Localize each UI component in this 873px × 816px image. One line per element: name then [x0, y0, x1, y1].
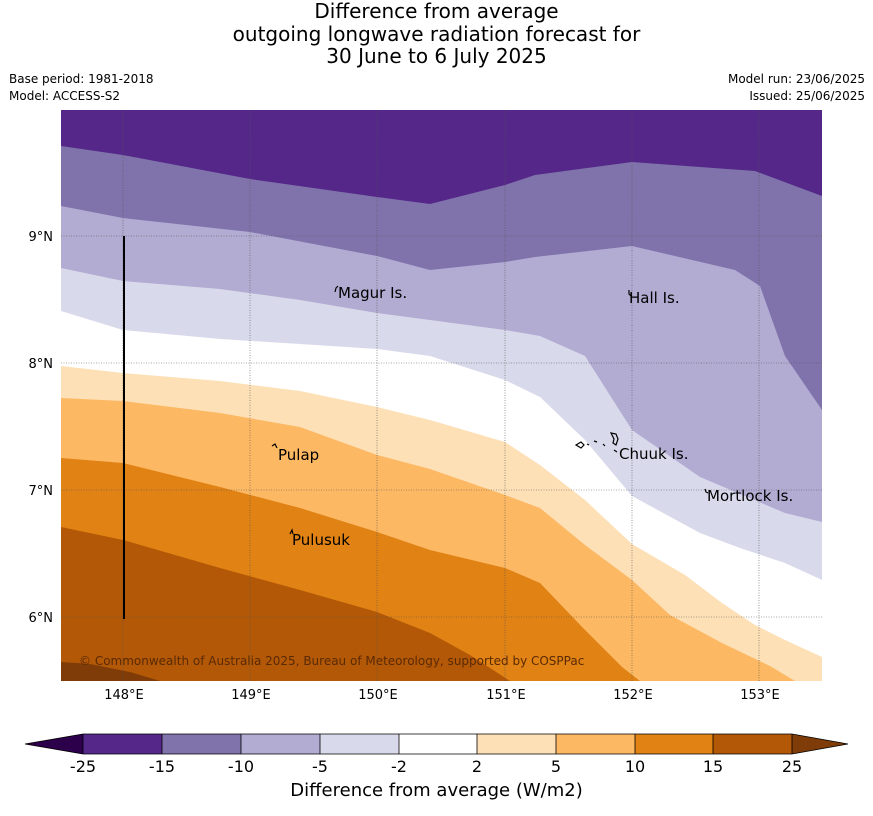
colorbar-swatch-8: [635, 734, 713, 754]
hall-island-shape: [628, 290, 632, 297]
pulap-island-shape: [271, 443, 278, 449]
mortlock-island-shape: [704, 488, 709, 494]
lat-tick-6n: 6°N: [29, 611, 54, 626]
cb-tick-9: 15: [703, 757, 723, 776]
lon-tick-153: 153°E: [740, 688, 780, 703]
pulusuk-island-shape: [289, 528, 294, 535]
colorbar-swatch-7: [556, 734, 635, 754]
colorbar-swatch-6: [477, 734, 556, 754]
chuuk-islands-shape: [574, 432, 619, 453]
cb-tick-8: 10: [625, 757, 645, 776]
lon-tick-151: 151°E: [486, 688, 526, 703]
model-text: Model: ACCESS-S2: [9, 89, 121, 103]
cb-tick-3: -10: [228, 757, 254, 776]
band-15-to-25: [61, 527, 510, 681]
axis-labels: 148°E 149°E 150°E 151°E 152°E 153°E 9°N …: [29, 230, 780, 703]
colorbar-extend-high: [792, 734, 848, 754]
colorbar-title: Difference from average (W/m2): [290, 780, 583, 801]
colorbar-swatch-2: [162, 734, 241, 754]
cb-tick-10: 25: [782, 757, 802, 776]
colorbar-extend-low: [25, 734, 83, 754]
cb-tick-2: -15: [149, 757, 175, 776]
hall-label: Hall Is.: [629, 289, 680, 307]
colorbar-swatch-5: [399, 734, 477, 754]
cb-tick-5: -2: [391, 757, 407, 776]
band-above-25: [61, 662, 160, 681]
cb-tick-6: 2: [472, 757, 482, 776]
colorbar-ticks: -25 -15 -10 -5 -2 2 5 10 15 25: [70, 757, 802, 776]
left-metadata: Base period: 1981-2018 Model: ACCESS-S2: [9, 71, 154, 105]
colorbar-swatch-1: [83, 734, 162, 754]
graticule: [61, 110, 822, 681]
chuuk-label: Chuuk Is.: [619, 445, 688, 463]
magur-island-shape: [334, 285, 339, 293]
title-line-3: 30 June to 6 July 2025: [326, 44, 547, 68]
colorbar-swatch-4: [320, 734, 399, 754]
title-line-2: outgoing longwave radiation forecast for: [232, 21, 641, 46]
colorbar-dividers: [82, 734, 793, 754]
magur-label: Magur Is.: [338, 284, 407, 302]
copyright-notice: © Commonwealth of Australia 2025, Bureau…: [79, 654, 584, 668]
island-outlines: [271, 285, 709, 535]
cb-tick-7: 5: [551, 757, 561, 776]
pulusuk-label: Pulusuk: [292, 531, 350, 549]
colorbar-swatch-9: [713, 734, 792, 754]
map-title: Difference from average outgoing longwav…: [0, 0, 873, 68]
map-panel: Magur Is. Hall Is. Pulap Chuuk Is. Mortl…: [61, 110, 822, 681]
issued-text: Issued: 25/06/2025: [749, 89, 865, 103]
pulap-label: Pulap: [278, 446, 319, 464]
lat-tick-7n: 7°N: [29, 484, 54, 499]
lon-tick-150: 150°E: [358, 688, 398, 703]
colorbar-swatch-3: [241, 734, 320, 754]
lon-tick-148: 148°E: [104, 688, 144, 703]
lat-tick-9n: 9°N: [29, 230, 54, 245]
right-metadata: Model run: 23/06/2025 Issued: 25/06/2025: [728, 71, 865, 105]
colorbar: -25 -15 -10 -5 -2 2 5 10 15 25: [24, 733, 849, 776]
lon-tick-152: 152°E: [613, 688, 653, 703]
lon-tick-149: 149°E: [231, 688, 271, 703]
mortlock-label: Mortlock Is.: [707, 487, 793, 505]
title-line-1: Difference from average: [314, 0, 559, 23]
place-labels: Magur Is. Hall Is. Pulap Chuuk Is. Mortl…: [278, 284, 793, 549]
cb-tick-4: -5: [312, 757, 328, 776]
lat-tick-8n: 8°N: [29, 357, 54, 372]
model-run-text: Model run: 23/06/2025: [727, 72, 865, 86]
base-period-text: Base period: 1981-2018: [9, 72, 154, 86]
cb-tick-1: -25: [70, 757, 96, 776]
